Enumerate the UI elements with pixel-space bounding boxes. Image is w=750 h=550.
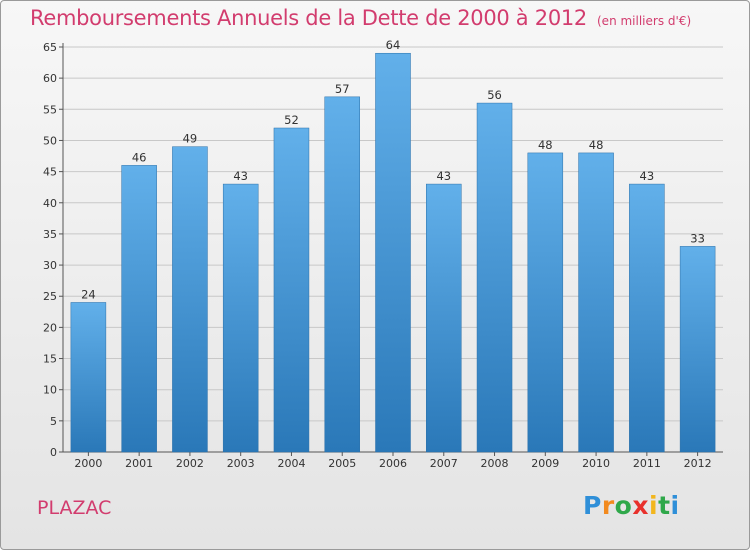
bar-2012 bbox=[679, 246, 716, 453]
bar-2008 bbox=[476, 102, 513, 453]
y-tick-label: 35 bbox=[43, 228, 57, 241]
labels-layer: 24 46 49 43 52 57 64 43 56 48 48 43 33 bbox=[81, 38, 705, 301]
x-tick-label: 2007 bbox=[430, 457, 458, 470]
y-tick-label: 40 bbox=[43, 197, 57, 210]
title-unit: (en milliers d'€) bbox=[597, 14, 692, 28]
logo-letter: x bbox=[632, 491, 649, 520]
y-tick-label: 20 bbox=[43, 321, 57, 334]
bar-2011 bbox=[629, 183, 665, 453]
x-tick-label: 2004 bbox=[277, 457, 305, 470]
data-label-2003: 43 bbox=[233, 169, 248, 183]
data-label-2009: 48 bbox=[538, 138, 553, 152]
bar-2005 bbox=[324, 96, 360, 453]
data-label-2000: 24 bbox=[81, 287, 96, 301]
logo-letter: i bbox=[649, 491, 659, 520]
logo-letter: o bbox=[614, 491, 633, 520]
data-label-2004: 52 bbox=[284, 113, 299, 127]
data-label-2008: 56 bbox=[487, 88, 502, 102]
y-tick-label: 15 bbox=[43, 353, 57, 366]
data-label-2002: 49 bbox=[183, 132, 198, 146]
bar-2004 bbox=[273, 127, 310, 453]
bar-2001 bbox=[121, 165, 157, 453]
bar-2007 bbox=[426, 183, 462, 453]
x-tick-label: 2002 bbox=[176, 457, 204, 470]
commune-name: PLAZAC bbox=[37, 497, 112, 519]
bar-2000 bbox=[70, 302, 107, 453]
x-tick-label: 2010 bbox=[582, 457, 610, 470]
chart-title: Remboursements Annuels de la Dette de 20… bbox=[30, 6, 691, 30]
y-tick-label: 0 bbox=[50, 446, 57, 459]
data-label-2006: 64 bbox=[386, 38, 401, 52]
bars-layer bbox=[70, 52, 716, 453]
data-label-2011: 43 bbox=[640, 169, 655, 183]
data-label-2005: 57 bbox=[335, 82, 350, 96]
x-tick-label: 2009 bbox=[531, 457, 559, 470]
axis-layer: 0 5 10 15 20 25 30 35 40 45 50 55 60 65 2000 2001 2002 20… bbox=[43, 41, 723, 470]
x-tick-label: 2001 bbox=[125, 457, 153, 470]
proxiti-logo: Proxiti bbox=[583, 491, 680, 520]
x-tick-label: 2008 bbox=[481, 457, 509, 470]
x-tick-label: 2005 bbox=[328, 457, 356, 470]
logo-letter: i bbox=[670, 491, 680, 520]
logo-letter: P bbox=[583, 491, 602, 520]
bar-2002 bbox=[172, 146, 208, 453]
y-tick-label: 60 bbox=[43, 72, 57, 85]
x-tick-label: 2000 bbox=[74, 457, 102, 470]
bar-2009 bbox=[527, 152, 564, 453]
data-label-2001: 46 bbox=[132, 150, 147, 164]
y-tick-label: 45 bbox=[43, 166, 57, 179]
logo-letter: t bbox=[658, 491, 671, 520]
x-tick-label: 2012 bbox=[684, 457, 712, 470]
logo-letter: r bbox=[601, 491, 615, 520]
data-label-2007: 43 bbox=[436, 169, 451, 183]
y-tick-label: 10 bbox=[43, 384, 57, 397]
y-tick-label: 5 bbox=[50, 415, 57, 428]
y-tick-label: 55 bbox=[43, 103, 57, 116]
bar-2003 bbox=[222, 183, 259, 453]
y-tick-label: 30 bbox=[43, 259, 57, 272]
y-tick-label: 65 bbox=[43, 41, 57, 54]
bar-2010 bbox=[578, 152, 614, 453]
x-tick-label: 2011 bbox=[633, 457, 661, 470]
x-tick-label: 2003 bbox=[227, 457, 255, 470]
bar-2006 bbox=[375, 52, 411, 453]
data-label-2012: 33 bbox=[690, 231, 705, 245]
data-label-2010: 48 bbox=[589, 138, 604, 152]
x-tick-label: 2006 bbox=[379, 457, 407, 470]
y-tick-label: 25 bbox=[43, 290, 57, 303]
y-tick-label: 50 bbox=[43, 134, 57, 147]
title-main: Remboursements Annuels de la Dette de 20… bbox=[30, 6, 587, 30]
